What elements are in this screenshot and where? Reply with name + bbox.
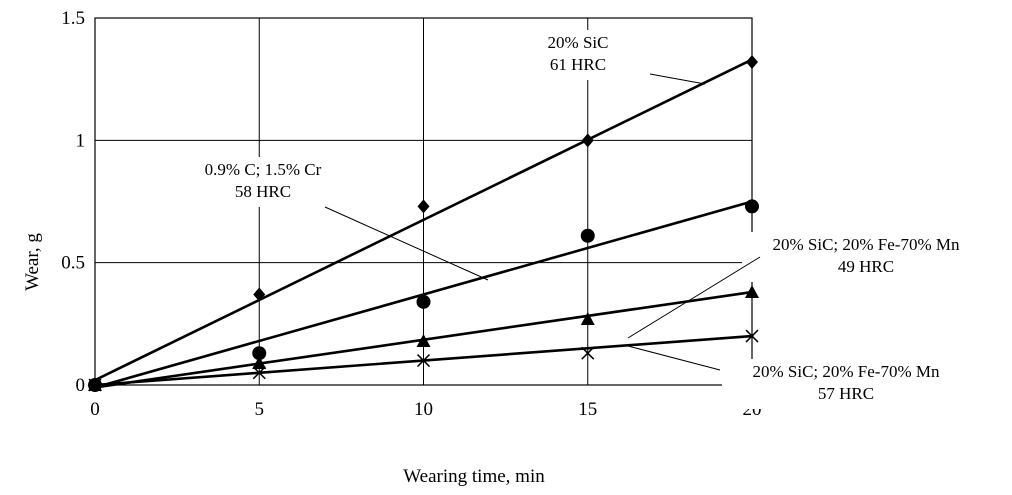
data-point-triangle [580,311,595,325]
x-marker-stroke [252,366,266,380]
annotation-text: 61 HRC [550,55,606,74]
annotation-text: 20% SiC; 20% Fe-70% Mn [753,362,941,381]
data-point-x [416,354,431,368]
data-point-diamond [253,287,266,302]
annotation-4: 20% SiC; 20% Fe-70% Mn 57 HRC [627,345,970,409]
x-tick-label: 15 [578,399,597,420]
x-tick-label: 5 [255,399,265,420]
data-point-diamond [581,133,594,148]
annotation-text: 49 HRC [838,257,894,276]
y-tick-label: 1.5 [61,8,85,29]
data-point-x [745,329,759,343]
data-point-x [88,378,102,392]
data-point-triangle [745,285,759,299]
annotation-background [722,359,970,409]
annotation-leader-line [324,206,489,281]
annotation-leader-line [627,345,721,371]
annotations: 20% SiC 61 HRC 0.9% C; 1.5% Cr 58 HRC 20% Si… [184,30,990,409]
x-axis-label: Wearing time, min [403,466,545,487]
annotation-2: 0.9% C; 1.5% Cr 58 HRC [184,157,489,281]
annotation-3: 20% SiC; 20% Fe-70% Mn 49 HRC [627,232,990,339]
x-marker-stroke [581,346,595,360]
annotation-1: 20% SiC 61 HRC [532,30,706,85]
data-markers [88,55,759,392]
data-point-x [252,366,266,380]
annotation-background [532,30,624,80]
annotation-text: 20% SiC; 20% Fe-70% Mn [773,235,961,254]
data-point-circle [252,346,267,361]
data-point-circle [416,294,431,309]
annotation-text: 20% SiC [548,33,609,52]
annotation-background [742,232,990,282]
y-tick-label: 0 [76,375,86,396]
y-tick-label: 0.5 [61,253,85,274]
fit-line-series-2 [93,200,754,389]
data-point-diamond [746,55,758,70]
annotation-text: 57 HRC [818,384,874,403]
x-tick-label: 0 [90,399,100,420]
x-marker-stroke [88,378,102,392]
data-point-triangle [416,333,431,347]
annotation-background [184,157,342,207]
annotation-text: 0.9% C; 1.5% Cr [205,160,322,179]
data-point-circle [580,228,595,243]
data-point-diamond [417,199,430,214]
data-point-triangle [252,355,267,369]
data-point-x [581,346,595,360]
y-tick-label: 1 [76,130,86,151]
annotation-leader-line [649,73,706,85]
annotation-text: 58 HRC [235,182,291,201]
x-marker-stroke [745,329,759,343]
annotation-leader-line [627,256,761,339]
x-marker-stroke [416,354,431,368]
fit-line-series-1 [93,58,754,382]
y-axis-label: Wear, g [22,233,43,291]
x-tick-label: 10 [414,399,433,420]
data-point-circle [745,199,759,214]
